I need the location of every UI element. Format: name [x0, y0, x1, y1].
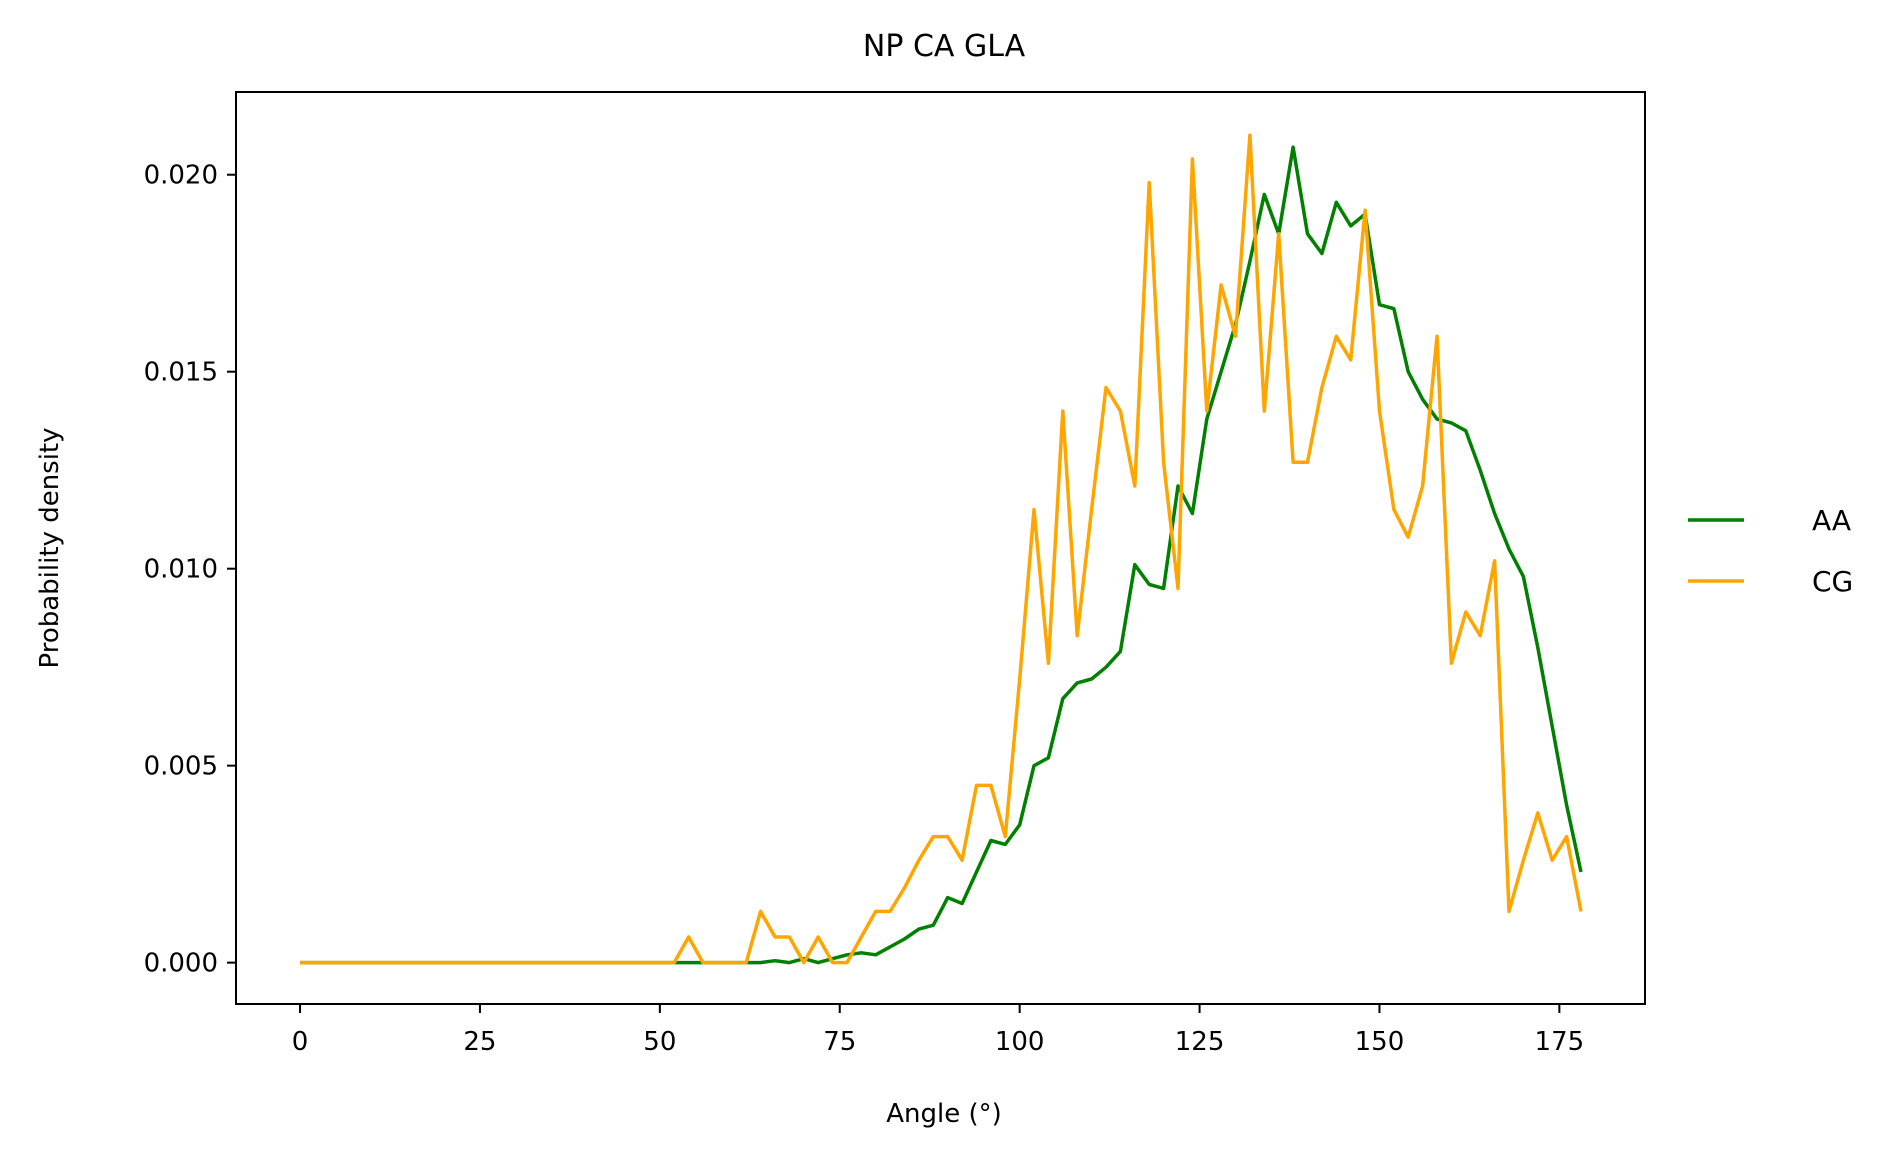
x-tick-label: 0 — [292, 1027, 309, 1057]
y-tick-label: 0.020 — [144, 161, 218, 191]
legend: AA CG — [1688, 504, 1853, 598]
legend-label-aa: AA — [1812, 504, 1851, 537]
x-tick-label: 100 — [995, 1027, 1045, 1057]
y-tick-label: 0.000 — [144, 949, 218, 979]
chart-title: NP CA GLA — [863, 29, 1026, 64]
legend-label-cg: CG — [1812, 565, 1853, 598]
x-tick-label: 50 — [643, 1027, 676, 1057]
x-axis-label: Angle (°) — [886, 1099, 1002, 1129]
series-line-cg — [300, 133, 1583, 965]
series-layer — [300, 133, 1583, 965]
x-tick-label: 175 — [1535, 1027, 1585, 1057]
x-axis: 0 25 50 75 100 125 150 175 — [292, 1004, 1584, 1057]
x-tick-label: 125 — [1175, 1027, 1225, 1057]
y-axis-label: Probability density — [35, 427, 65, 668]
y-axis: 0.000 0.005 0.010 0.015 0.020 — [144, 161, 236, 979]
x-tick-label: 150 — [1355, 1027, 1405, 1057]
y-tick-label: 0.015 — [144, 358, 218, 388]
plot-area — [235, 91, 1646, 1005]
axes-frame — [235, 91, 1646, 1005]
x-tick-label: 75 — [823, 1027, 856, 1057]
y-tick-label: 0.010 — [144, 555, 218, 585]
x-tick-label: 25 — [463, 1027, 496, 1057]
y-tick-label: 0.005 — [144, 752, 218, 782]
